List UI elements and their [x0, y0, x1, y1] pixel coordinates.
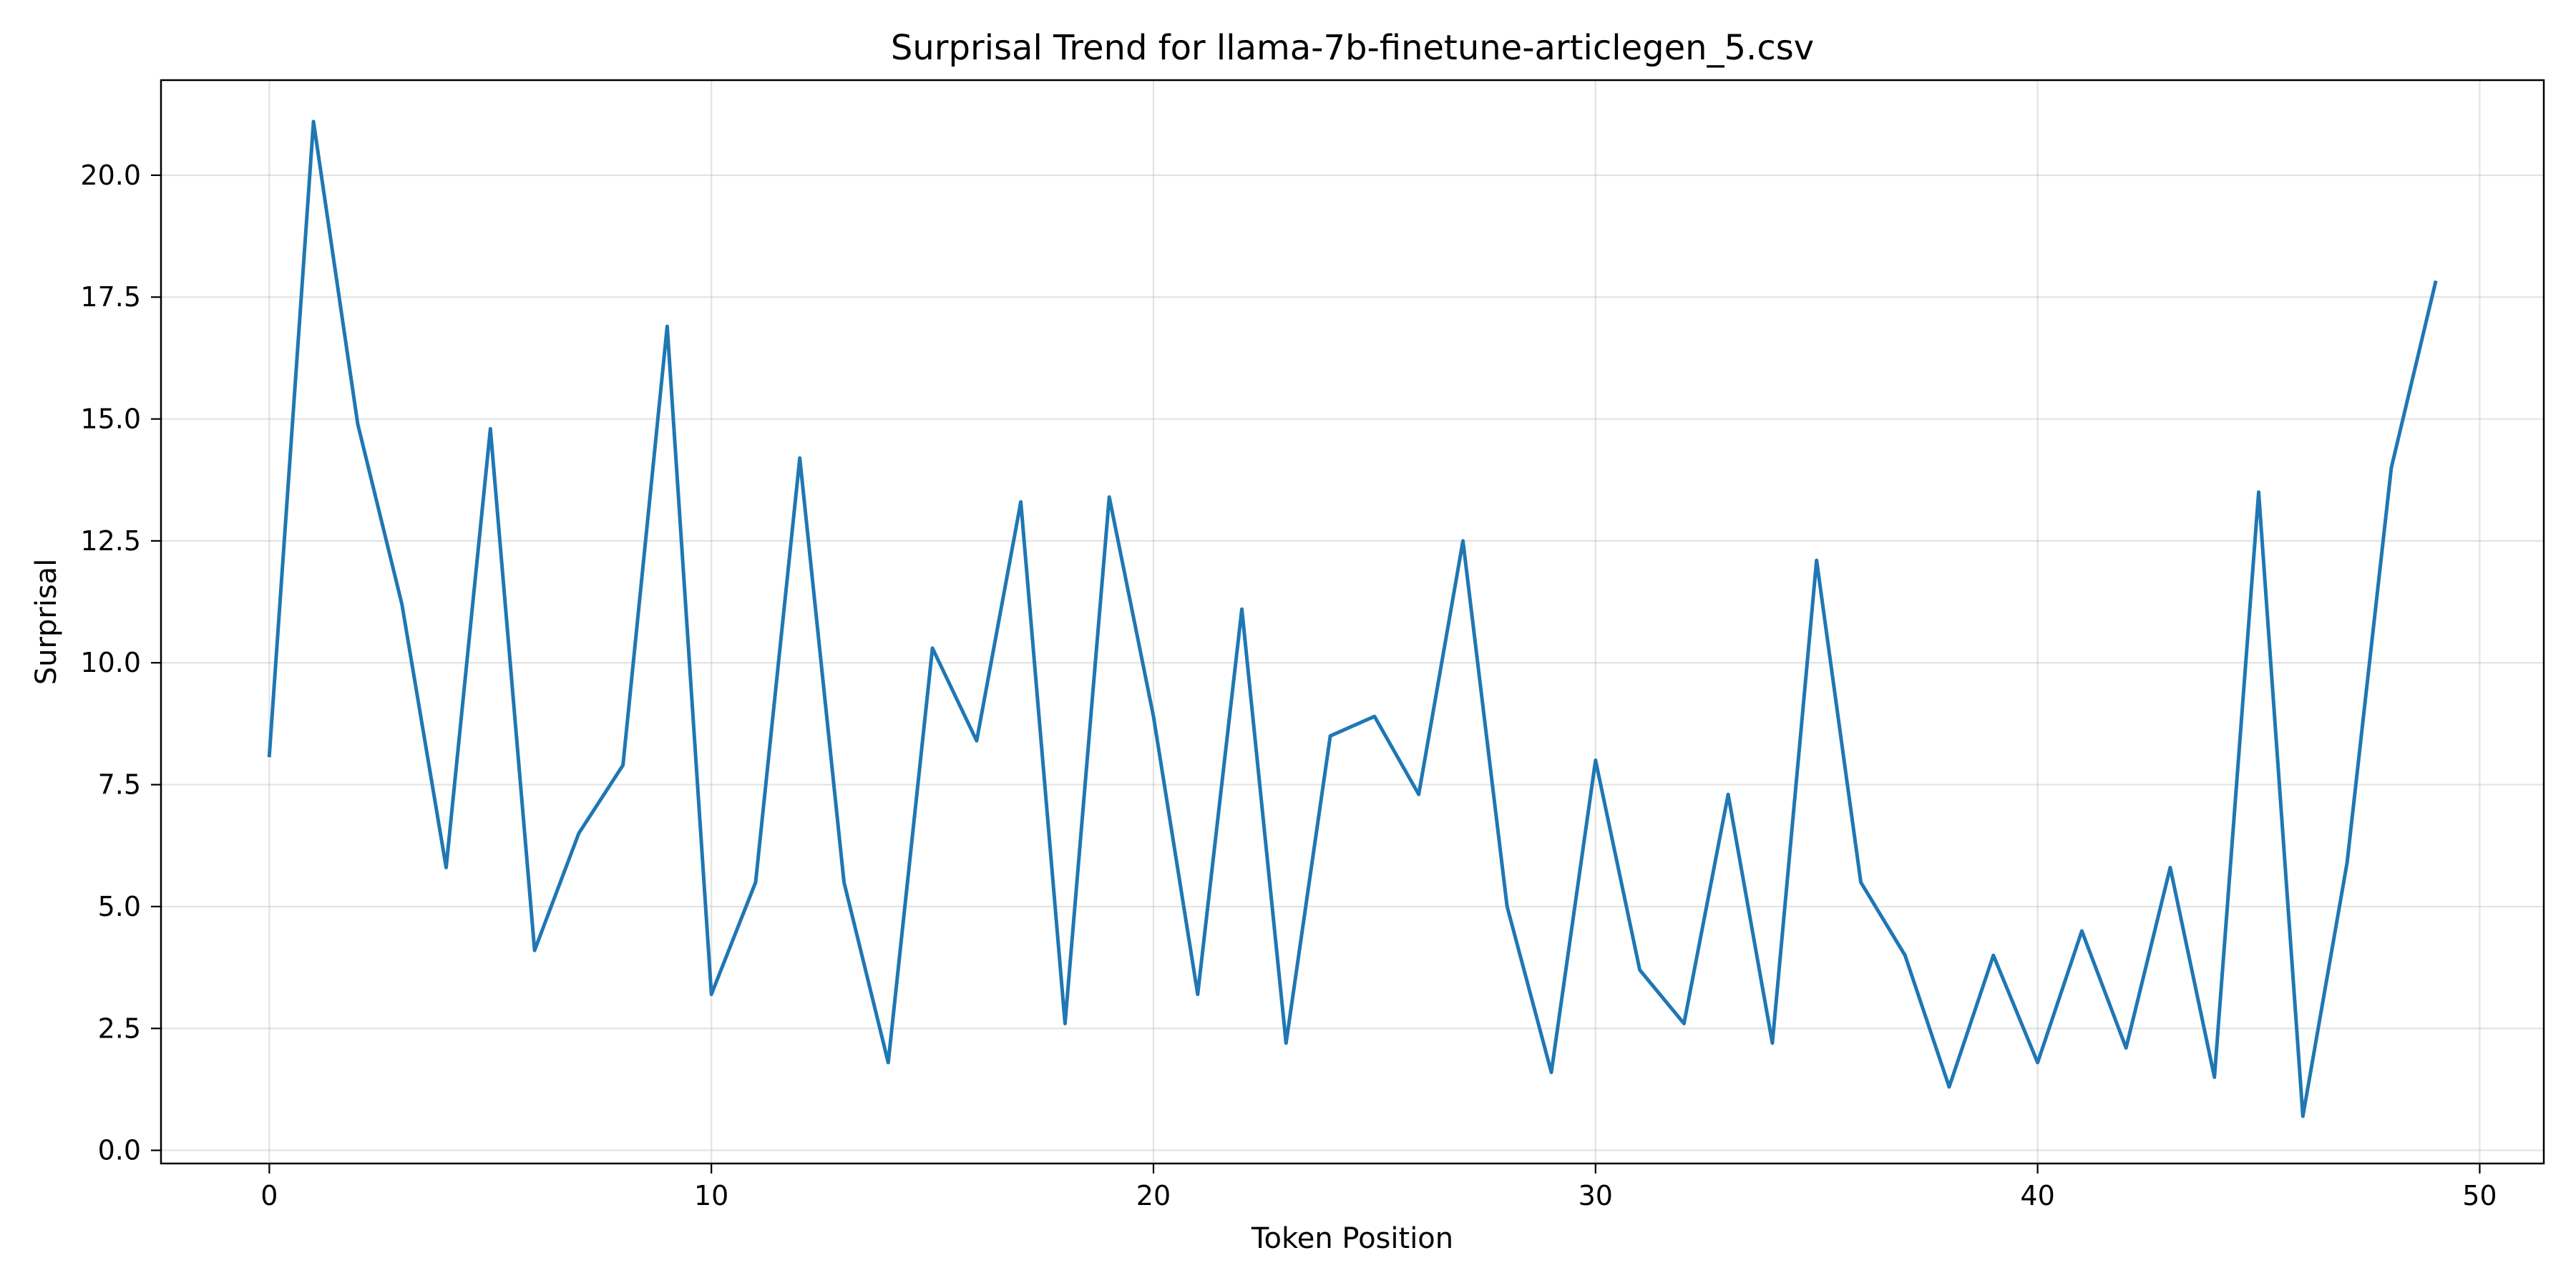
x-tick-label: 10 [694, 1180, 728, 1211]
y-axis-label: Surprisal [30, 559, 63, 686]
grid [161, 80, 2544, 1163]
y-tick-label: 17.5 [80, 281, 141, 313]
y-tick-label: 12.5 [80, 525, 141, 557]
y-axis: 0.0 2.5 5.0 7.5 10.0 12.5 15.0 17.5 20.0 [80, 160, 161, 1166]
y-tick-label: 15.0 [80, 404, 141, 435]
x-tick-label: 30 [1579, 1180, 1613, 1211]
y-tick-label: 10.0 [80, 647, 141, 678]
y-tick-label: 0.0 [98, 1135, 141, 1166]
y-tick-label: 5.0 [98, 891, 141, 922]
plot-frame [160, 79, 2545, 1165]
x-tick-label: 0 [260, 1180, 278, 1211]
x-axis: 0 10 20 30 40 50 [260, 1163, 2497, 1211]
y-tick-label: 7.5 [98, 769, 141, 801]
x-axis-label: Token Position [1251, 1222, 1453, 1255]
y-tick-label: 20.0 [80, 160, 141, 191]
chart-title: Surprisal Trend for llama-7b-finetune-ar… [891, 28, 1814, 68]
series-layer [267, 119, 2438, 1118]
x-tick-label: 20 [1136, 1180, 1171, 1211]
y-tick-label: 2.5 [98, 1013, 141, 1044]
x-tick-label: 50 [2462, 1180, 2497, 1211]
series-line [267, 119, 2438, 1118]
x-tick-label: 40 [2020, 1180, 2054, 1211]
